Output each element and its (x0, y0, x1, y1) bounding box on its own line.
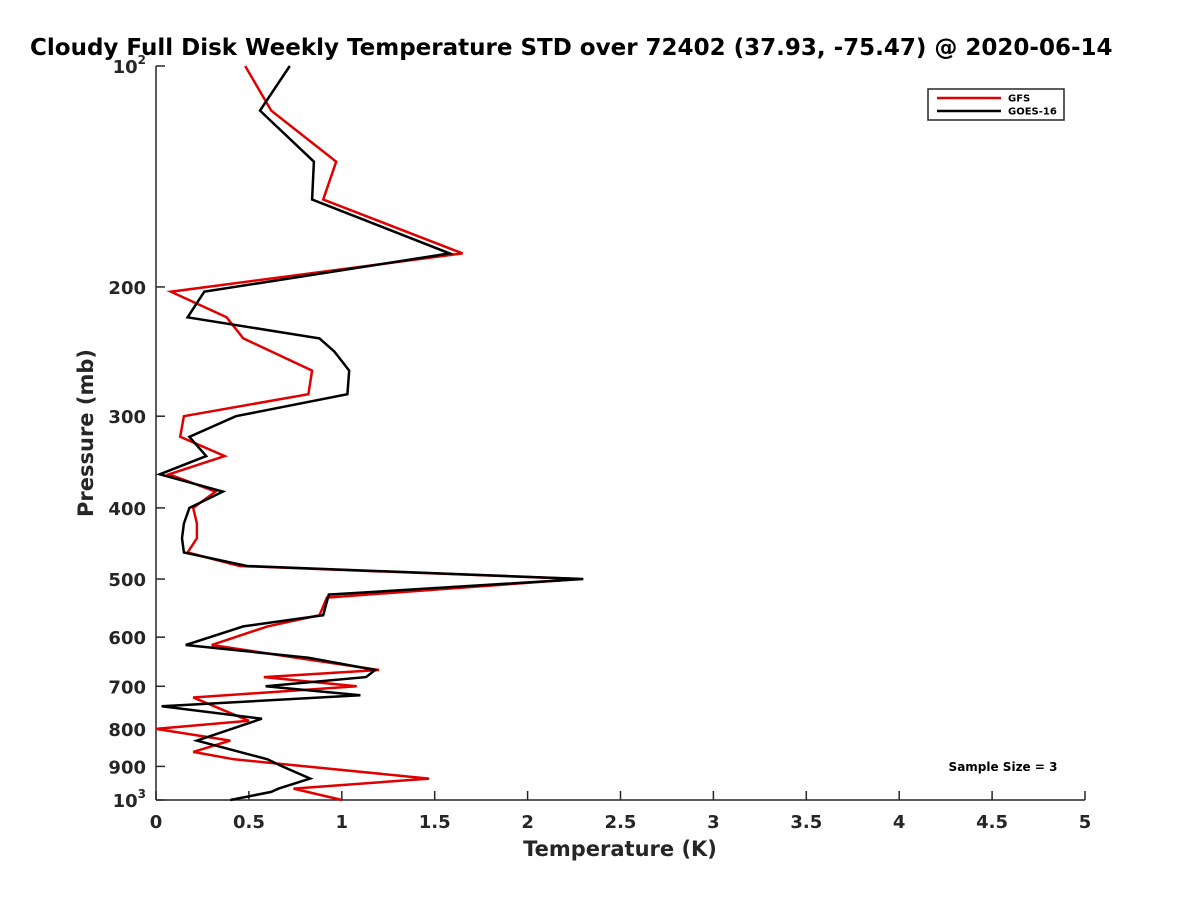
legend-box (927, 88, 1065, 121)
x-tick-label: 5 (1079, 812, 1092, 833)
y-tick-label: 600 (108, 628, 146, 649)
y-tick-exponent: 2 (138, 53, 146, 67)
legend: GFS GOES-16 (927, 88, 1065, 121)
series-line-goes-16 (155, 65, 584, 802)
legend-label: GFS (1008, 94, 1030, 105)
y-tick-label: 200 (108, 278, 146, 299)
x-tick-label: 2 (521, 812, 534, 833)
y-tick-label: 500 (108, 570, 146, 591)
x-tick-label: 1.5 (419, 812, 451, 833)
y-tick-base: 10 (113, 57, 138, 78)
y-tick-label: 700 (108, 677, 146, 698)
chart-title: Cloudy Full Disk Weekly Temperature STD … (30, 35, 1113, 61)
series-layer (155, 65, 584, 802)
y-tick-label: 300 (108, 407, 146, 428)
y-tick-base: 10 (113, 791, 138, 812)
x-tick-label: 1 (336, 812, 349, 833)
x-tick-label: 4.5 (976, 812, 1008, 833)
x-tick-label: 2.5 (605, 812, 637, 833)
sample-size-annotation: Sample Size = 3 (949, 760, 1058, 774)
y-tick-label: 900 (108, 757, 146, 778)
x-tick-label: 4 (893, 812, 906, 833)
x-tick-label: 3 (707, 812, 720, 833)
y-tick-label: 102 (113, 53, 146, 78)
axes: 0 0.5 1 1.5 2 2.5 3 3.5 4 4.5 51022003004005006007… (108, 53, 1091, 833)
x-tick-label: 0 (150, 812, 163, 833)
y-tick-exponent: 3 (138, 787, 146, 801)
y-axis-label: Pressure (mb) (74, 349, 98, 517)
legend-label: GOES-16 (1008, 107, 1057, 118)
y-tick-label: 800 (108, 720, 146, 741)
x-axis-label: Temperature (K) (523, 837, 717, 861)
x-tick-label: 3.5 (790, 812, 822, 833)
x-tick-label: 0.5 (233, 812, 265, 833)
y-tick-label: 400 (108, 499, 146, 520)
y-tick-label: 103 (113, 787, 146, 812)
series-line-gfs (155, 65, 580, 802)
